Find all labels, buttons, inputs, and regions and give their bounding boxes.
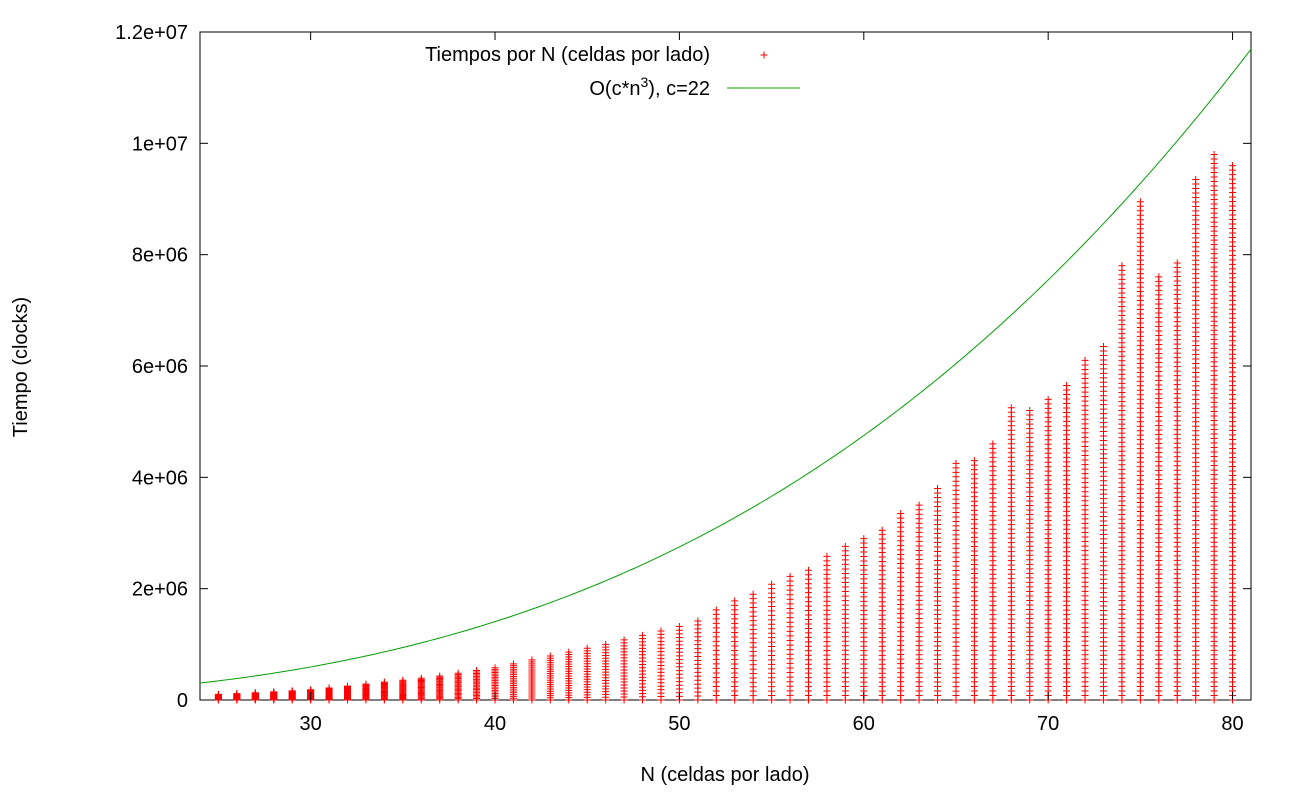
x-tick-label: 40 bbox=[484, 713, 506, 735]
data-point bbox=[1192, 176, 1200, 184]
y-tick-label: 4e+06 bbox=[132, 467, 188, 489]
data-point bbox=[970, 457, 978, 465]
data-point bbox=[841, 542, 849, 550]
series-complexity-curve bbox=[199, 48, 1252, 684]
data-point bbox=[1007, 404, 1015, 412]
data-point bbox=[491, 664, 499, 672]
y-axis-label: Tiempo (clocks) bbox=[10, 297, 32, 437]
data-point bbox=[1044, 395, 1052, 403]
y-tick-label: 2e+06 bbox=[132, 579, 188, 601]
data-point bbox=[749, 590, 757, 598]
x-tick-label: 60 bbox=[853, 713, 875, 735]
data-point bbox=[694, 617, 702, 625]
y-tick-label: 1e+07 bbox=[132, 133, 188, 155]
data-point bbox=[214, 690, 222, 698]
data-point bbox=[675, 623, 683, 631]
data-point bbox=[602, 640, 610, 648]
data-point bbox=[989, 440, 997, 448]
data-point bbox=[565, 648, 573, 656]
plot-area bbox=[199, 31, 1252, 701]
legend-marker-tiempos bbox=[760, 51, 768, 59]
data-point bbox=[1136, 198, 1144, 206]
plot-frame bbox=[199, 31, 1252, 701]
data-point bbox=[583, 644, 591, 652]
legend: Tiempos por N (celdas por lado) O(c*n3),… bbox=[425, 44, 800, 100]
data-point bbox=[952, 459, 960, 467]
axes: 30 40 50 60 70 80 0 2e+06 4e+06 6e+06 8e+06 1e+07 1.… bbox=[115, 22, 1251, 735]
x-axis-label: N (celdas por lado) bbox=[641, 764, 810, 786]
data-point bbox=[620, 636, 628, 644]
legend-label-complexity-part1: O(c*n bbox=[589, 78, 640, 100]
data-point bbox=[1118, 262, 1126, 270]
data-point bbox=[657, 627, 665, 635]
data-point bbox=[1155, 273, 1163, 281]
data-point bbox=[362, 680, 370, 688]
data-point bbox=[768, 580, 776, 588]
data-point bbox=[804, 566, 812, 574]
y-tick-label: 0 bbox=[177, 690, 188, 712]
data-point bbox=[270, 688, 278, 696]
data-point bbox=[454, 669, 462, 677]
data-point bbox=[1063, 381, 1071, 389]
data-point bbox=[878, 526, 886, 534]
data-point bbox=[1081, 356, 1089, 364]
data-point bbox=[251, 689, 259, 697]
x-tick-label: 30 bbox=[300, 713, 322, 735]
data-point bbox=[897, 510, 905, 518]
series-tiempos-points bbox=[214, 150, 1237, 704]
data-point bbox=[344, 682, 352, 690]
data-point bbox=[1229, 162, 1237, 170]
legend-label-complexity: O(c*n3), c=22 bbox=[589, 74, 710, 100]
y-tick-label: 1.2e+07 bbox=[115, 22, 188, 44]
data-point bbox=[1173, 259, 1181, 267]
data-point bbox=[1099, 343, 1107, 351]
data-point bbox=[786, 572, 794, 580]
data-point bbox=[417, 674, 425, 682]
x-tick-label: 80 bbox=[1221, 713, 1243, 735]
data-point bbox=[546, 652, 554, 660]
data-point bbox=[528, 656, 536, 664]
data-point bbox=[860, 535, 868, 543]
data-point bbox=[1026, 407, 1034, 415]
data-point bbox=[436, 672, 444, 680]
legend-label-complexity-superscript: 3 bbox=[641, 74, 649, 90]
legend-label-complexity-part2: ), c=22 bbox=[648, 78, 710, 100]
data-point bbox=[399, 676, 407, 684]
data-point bbox=[380, 678, 388, 686]
data-point bbox=[233, 690, 241, 698]
complexity-curve-line bbox=[199, 48, 1252, 684]
y-tick-label: 6e+06 bbox=[132, 356, 188, 378]
data-point bbox=[915, 501, 923, 509]
data-point bbox=[639, 631, 647, 639]
data-point bbox=[823, 552, 831, 560]
x-tick-label: 70 bbox=[1037, 713, 1059, 735]
data-point bbox=[325, 684, 333, 692]
data-point bbox=[473, 666, 481, 674]
y-tick-label: 8e+06 bbox=[132, 245, 188, 267]
data-point bbox=[934, 484, 942, 492]
x-tick-label: 50 bbox=[668, 713, 690, 735]
legend-label-tiempos: Tiempos por N (celdas por lado) bbox=[425, 44, 710, 66]
data-point bbox=[712, 606, 720, 614]
data-point bbox=[731, 597, 739, 605]
data-point bbox=[509, 660, 517, 668]
legend-marker-plus bbox=[760, 51, 768, 59]
data-point bbox=[288, 687, 296, 695]
data-point bbox=[1210, 150, 1218, 158]
